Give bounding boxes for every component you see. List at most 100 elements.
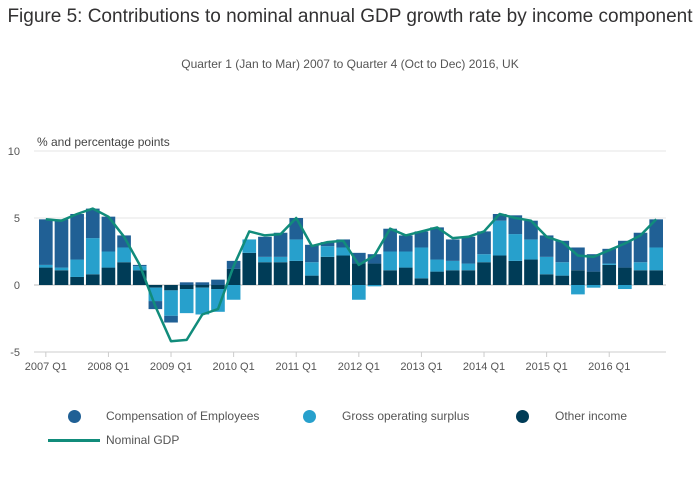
bar-other-income	[367, 263, 382, 285]
bar-gross-operating-surplus	[398, 251, 413, 268]
bar-gross-operating-surplus	[39, 264, 53, 268]
bar-gross-operating-surplus	[414, 247, 429, 279]
bar-gross-operating-surplus	[602, 263, 617, 265]
bar-compensation-of-employees	[477, 231, 491, 255]
bar-other-income	[649, 270, 663, 285]
bar-other-income	[492, 255, 507, 285]
bar-gross-operating-surplus	[305, 262, 319, 276]
bar-compensation-of-employees	[101, 216, 116, 252]
legend-item-other[interactable]: Other income	[516, 409, 627, 423]
bar-other-income	[195, 285, 210, 288]
bar-gross-operating-surplus	[539, 256, 554, 275]
legend-dot-other-icon	[516, 409, 529, 423]
gdp-line-group	[45, 207, 658, 343]
y-ticks: -5 0 5 10	[8, 146, 20, 359]
bar-other-income	[398, 267, 413, 285]
bar-other-income	[305, 275, 319, 285]
bar-gross-operating-surplus	[211, 289, 225, 312]
legend-item-compensation[interactable]: Compensation of Employees	[68, 409, 259, 423]
x-tick-label: 2007 Q1	[25, 361, 67, 373]
bar-compensation-of-employees	[70, 213, 84, 260]
legend-label-gos: Gross operating surplus	[342, 409, 470, 423]
bar-compensation-of-employees	[367, 254, 382, 264]
bar-other-income	[320, 256, 335, 285]
bar-compensation-of-employees	[649, 219, 663, 248]
bar-gross-operating-surplus	[492, 220, 507, 256]
legend-item-gdp[interactable]: Nominal GDP	[48, 433, 179, 447]
bar-other-income	[117, 262, 131, 285]
bar-compensation-of-employees	[211, 279, 225, 285]
bar-gross-operating-surplus	[179, 289, 194, 314]
bar-other-income	[164, 285, 178, 291]
bar-compensation-of-employees	[195, 282, 210, 285]
bar-other-income	[539, 274, 554, 285]
bar-compensation-of-employees	[352, 252, 366, 264]
bar-other-income	[586, 271, 601, 285]
y-tick-label: 5	[14, 213, 20, 225]
bar-gross-operating-surplus	[555, 262, 570, 276]
bar-other-income	[571, 270, 585, 285]
bar-gross-operating-surplus	[54, 267, 69, 271]
legend-label-other: Other income	[555, 409, 628, 423]
bar-gross-operating-surplus	[226, 285, 241, 300]
bar-other-income	[148, 285, 163, 288]
bar-compensation-of-employees	[320, 242, 335, 247]
bar-other-income	[336, 255, 350, 285]
bar-other-income	[602, 264, 617, 285]
bar-other-income	[289, 260, 304, 285]
bar-gross-operating-surplus	[430, 259, 444, 272]
bar-compensation-of-employees	[85, 208, 100, 239]
bar-other-income	[633, 270, 648, 285]
legend-line-gdp-icon	[48, 438, 100, 442]
bar-gross-operating-surplus	[242, 239, 257, 253]
y-tick-label: -5	[10, 347, 20, 359]
bar-gross-operating-surplus	[117, 247, 131, 263]
bar-other-income	[445, 270, 460, 285]
bar-other-income	[461, 270, 476, 285]
chart-subtitle: Quarter 1 (Jan to Mar) 2007 to Quarter 4…	[181, 57, 519, 71]
bar-compensation-of-employees	[179, 282, 194, 285]
bars	[39, 208, 663, 323]
x-tick-label: 2016 Q1	[588, 361, 630, 373]
bar-gross-operating-surplus	[352, 285, 366, 300]
bar-gross-operating-surplus	[445, 260, 460, 271]
bar-gross-operating-surplus	[273, 256, 288, 263]
bar-compensation-of-employees	[430, 227, 444, 260]
bar-other-income	[618, 267, 632, 285]
bar-compensation-of-employees	[508, 215, 523, 235]
chart-title: Figure 5: Contributions to nominal annua…	[7, 6, 693, 27]
x-tick-label: 2013 Q1	[400, 361, 442, 373]
gdp-line	[45, 207, 658, 343]
bar-other-income	[85, 274, 100, 285]
bar-compensation-of-employees	[524, 220, 538, 240]
bar-gross-operating-surplus	[508, 234, 523, 261]
bar-other-income	[242, 252, 257, 285]
bar-other-income	[54, 270, 69, 285]
bar-gross-operating-surplus	[320, 246, 335, 257]
bar-compensation-of-employees	[54, 219, 69, 268]
legend-label-compensation: Compensation of Employees	[106, 409, 260, 423]
bar-other-income	[524, 259, 538, 285]
bar-compensation-of-employees	[414, 231, 429, 248]
bar-gross-operating-surplus	[461, 263, 476, 271]
y-axis-label: % and percentage points	[37, 135, 170, 149]
bar-gross-operating-surplus	[477, 254, 491, 263]
bar-gross-operating-surplus	[367, 285, 382, 287]
bar-compensation-of-employees	[445, 239, 460, 261]
bar-gross-operating-surplus	[649, 247, 663, 271]
bar-gross-operating-surplus	[571, 285, 585, 295]
bar-other-income	[39, 267, 53, 285]
bar-gross-operating-surplus	[524, 239, 538, 260]
bar-gross-operating-surplus	[164, 290, 178, 316]
bar-other-income	[273, 262, 288, 285]
legend-item-gos[interactable]: Gross operating surplus	[303, 409, 469, 423]
bar-gross-operating-surplus	[289, 239, 304, 261]
bar-compensation-of-employees	[258, 236, 272, 257]
x-tick-label: 2008 Q1	[87, 361, 129, 373]
bar-compensation-of-employees	[461, 236, 476, 264]
legend-dot-gos-icon	[303, 409, 316, 423]
bar-gross-operating-surplus	[101, 251, 116, 268]
x-ticks: 2007 Q1 2008 Q1 2009 Q1 2010 Q1 2011 Q1 2012 …	[25, 352, 630, 373]
bar-compensation-of-employees	[492, 213, 507, 221]
